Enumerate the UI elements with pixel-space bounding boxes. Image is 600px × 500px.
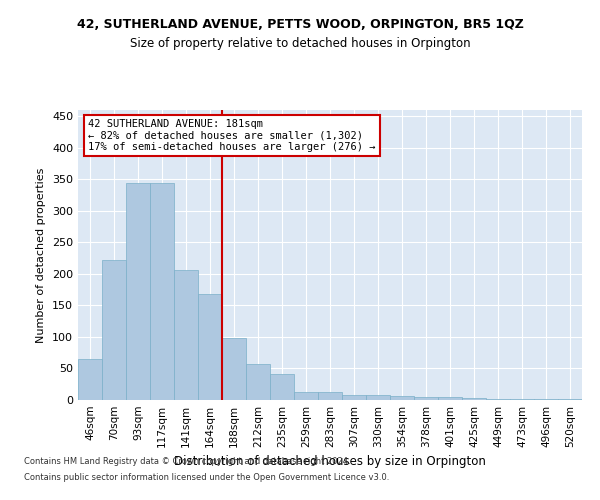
Text: 42 SUTHERLAND AVENUE: 181sqm
← 82% of detached houses are smaller (1,302)
17% of: 42 SUTHERLAND AVENUE: 181sqm ← 82% of de… [88, 118, 376, 152]
Bar [366, 395, 390, 400]
Bar [78, 359, 102, 400]
Bar [198, 294, 222, 400]
Bar [222, 338, 246, 400]
Bar [390, 396, 414, 400]
Bar [462, 398, 486, 400]
Bar [294, 392, 318, 400]
Y-axis label: Number of detached properties: Number of detached properties [37, 168, 46, 342]
Bar [534, 398, 558, 400]
Bar [126, 183, 150, 400]
Bar [270, 374, 294, 400]
Bar [342, 395, 366, 400]
Text: Size of property relative to detached houses in Orpington: Size of property relative to detached ho… [130, 38, 470, 51]
Text: 42, SUTHERLAND AVENUE, PETTS WOOD, ORPINGTON, BR5 1QZ: 42, SUTHERLAND AVENUE, PETTS WOOD, ORPIN… [77, 18, 523, 30]
Bar [318, 392, 342, 400]
Bar [414, 397, 438, 400]
Bar [102, 260, 126, 400]
Bar [150, 183, 174, 400]
Text: Contains HM Land Registry data © Crown copyright and database right 2024.: Contains HM Land Registry data © Crown c… [24, 458, 350, 466]
Bar [438, 398, 462, 400]
Bar [246, 364, 270, 400]
X-axis label: Distribution of detached houses by size in Orpington: Distribution of detached houses by size … [174, 456, 486, 468]
Text: Contains public sector information licensed under the Open Government Licence v3: Contains public sector information licen… [24, 472, 389, 482]
Bar [174, 270, 198, 400]
